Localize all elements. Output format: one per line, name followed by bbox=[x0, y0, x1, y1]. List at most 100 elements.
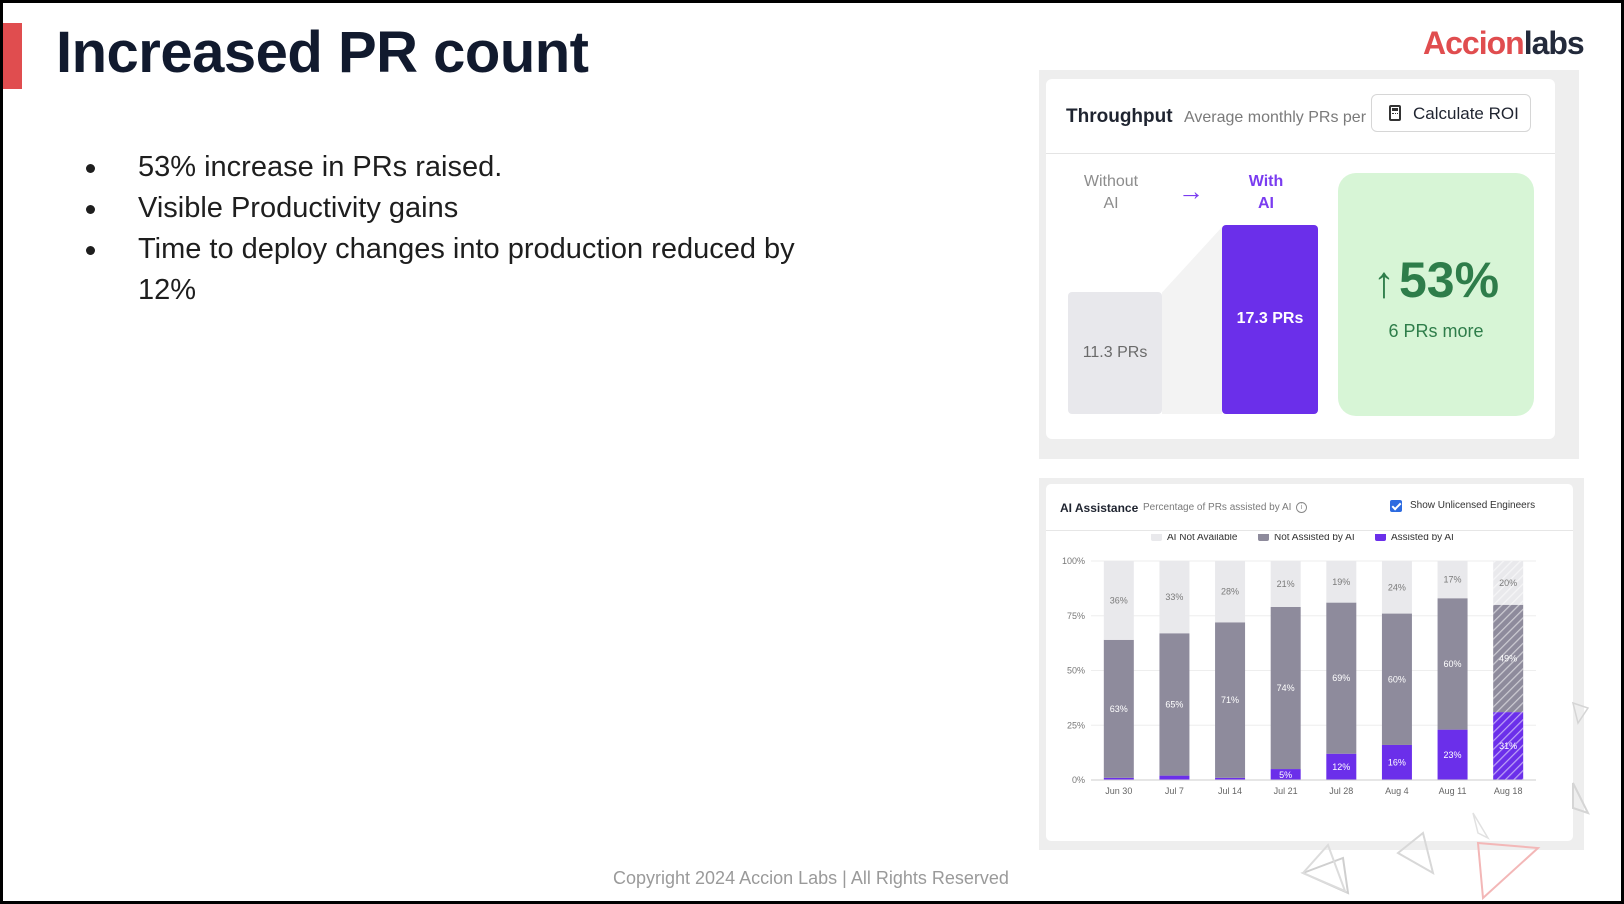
without-ai-label: Without AI bbox=[1083, 173, 1139, 212]
bullet-list: 53% increase in PRs raised. Visible Prod… bbox=[83, 147, 843, 311]
data-label: 19% bbox=[1332, 577, 1350, 587]
bar-segment bbox=[1103, 561, 1134, 640]
data-label: 23% bbox=[1444, 750, 1462, 760]
show-unlicensed-checkbox[interactable] bbox=[1390, 500, 1402, 512]
bullet-item: Time to deploy changes into production r… bbox=[83, 229, 843, 311]
bar-connector bbox=[1162, 227, 1222, 414]
bullet-item: 53% increase in PRs raised. bbox=[83, 147, 843, 188]
bullet-dot-icon bbox=[86, 164, 95, 173]
data-label: 33% bbox=[1165, 592, 1183, 602]
bar-segment bbox=[1437, 561, 1468, 599]
data-label: 28% bbox=[1221, 587, 1239, 597]
bar-segment bbox=[1103, 777, 1134, 780]
bar-segment bbox=[1381, 561, 1412, 614]
decorative-triangles bbox=[1300, 701, 1590, 901]
bar-segment bbox=[1215, 561, 1246, 623]
data-label: 36% bbox=[1110, 595, 1128, 605]
bar-segment bbox=[1270, 561, 1301, 607]
bar-segment bbox=[1215, 622, 1246, 778]
bar-segment bbox=[1326, 561, 1357, 603]
without-ai-bar: 11.3 PRs bbox=[1068, 292, 1162, 414]
divider bbox=[1046, 530, 1573, 531]
x-tick-label: Aug 11 bbox=[1439, 786, 1467, 796]
throughput-card: Throughput Average monthly PRs per Calcu… bbox=[1046, 79, 1555, 439]
ai-assistance-title: AI Assistance bbox=[1060, 501, 1139, 515]
bar-segment bbox=[1103, 639, 1134, 778]
x-tick-label: Jul 7 bbox=[1165, 786, 1184, 796]
y-tick-label: 0% bbox=[1072, 775, 1085, 785]
x-tick-label: Jun 30 bbox=[1105, 786, 1132, 796]
bar-segment bbox=[1270, 606, 1301, 770]
bar-hatch bbox=[1493, 604, 1524, 713]
data-label: 12% bbox=[1332, 762, 1350, 772]
y-tick-label: 25% bbox=[1067, 720, 1085, 730]
bar-segment bbox=[1270, 769, 1301, 780]
gain-percent: ↑53% bbox=[1372, 252, 1500, 308]
gain-subtext: 6 PRs more bbox=[1388, 321, 1484, 341]
arrow-up-icon: ↑ bbox=[1372, 258, 1395, 307]
legend-label: Assisted by AI bbox=[1391, 534, 1454, 543]
y-tick-label: 100% bbox=[1062, 556, 1085, 566]
y-tick-label: 75% bbox=[1067, 611, 1085, 621]
bar-hatch bbox=[1493, 712, 1524, 780]
legend-swatch bbox=[1151, 534, 1162, 541]
bar-segment bbox=[1159, 775, 1190, 780]
data-label: 20% bbox=[1499, 578, 1517, 588]
data-label: 65% bbox=[1165, 699, 1183, 709]
bar-segment bbox=[1159, 561, 1190, 634]
company-logo: Accionlabs bbox=[1423, 25, 1585, 61]
data-label: 60% bbox=[1444, 659, 1462, 669]
x-tick-label: Aug 4 bbox=[1385, 786, 1409, 796]
calculate-roi-button[interactable]: Calculate ROI bbox=[1371, 94, 1531, 132]
slide: Increased PR count Accionlabs 53% increa… bbox=[3, 3, 1621, 901]
x-tick-label: Jul 21 bbox=[1274, 786, 1298, 796]
with-ai-bar: 17.3 PRs bbox=[1222, 225, 1318, 414]
data-label: 17% bbox=[1444, 575, 1462, 585]
data-label: 31% bbox=[1499, 741, 1517, 751]
bar-segment bbox=[1326, 602, 1357, 754]
page-title: Increased PR count bbox=[56, 20, 589, 85]
throughput-subtitle: Average monthly PRs per bbox=[1184, 109, 1367, 126]
throughput-header: Throughput Average monthly PRs per Calcu… bbox=[1046, 79, 1555, 154]
info-icon[interactable]: i bbox=[1296, 502, 1308, 513]
data-label: 69% bbox=[1332, 673, 1350, 683]
data-label: 21% bbox=[1277, 579, 1295, 589]
data-label: 74% bbox=[1277, 683, 1295, 693]
legend-swatch bbox=[1258, 534, 1269, 541]
legend-label: AI Not Available bbox=[1167, 534, 1238, 543]
copyright-text: Copyright 2024 Accion Labs | All Rights … bbox=[613, 868, 1009, 888]
x-tick-label: Jul 14 bbox=[1218, 786, 1242, 796]
data-label: 49% bbox=[1499, 653, 1517, 663]
legend-label: Not Assisted by AI bbox=[1274, 534, 1355, 543]
y-tick-label: 50% bbox=[1067, 666, 1085, 676]
ai-assistance-card: AI Assistance Percentage of PRs assisted… bbox=[1046, 484, 1573, 841]
ai-assistance-subtitle: Percentage of PRs assisted by AI i bbox=[1143, 502, 1308, 513]
ai-assistance-chart: AI Not Available Not Assisted by AI Assist… bbox=[1062, 534, 1536, 796]
data-label: 60% bbox=[1388, 674, 1406, 684]
x-tick-label: Aug 18 bbox=[1494, 786, 1523, 796]
bar-segment bbox=[1326, 753, 1357, 780]
bar-segment bbox=[1381, 744, 1412, 780]
calculator-icon bbox=[1389, 105, 1401, 121]
data-label: 5% bbox=[1279, 770, 1292, 780]
show-unlicensed-label: Show Unlicensed Engineers bbox=[1410, 500, 1536, 511]
bar-segment bbox=[1159, 633, 1190, 776]
data-label: 71% bbox=[1221, 695, 1239, 705]
bar-segment bbox=[1381, 613, 1412, 745]
title-accent-bar bbox=[3, 23, 22, 89]
bar-segment bbox=[1215, 777, 1246, 780]
data-label: 16% bbox=[1388, 757, 1406, 767]
bar-hatch bbox=[1493, 561, 1524, 605]
gain-highlight: ↑53% 6 PRs more bbox=[1338, 173, 1534, 416]
with-ai-label: With AI bbox=[1248, 173, 1284, 212]
bullet-dot-icon bbox=[86, 205, 95, 214]
bullet-item: Visible Productivity gains bbox=[83, 188, 843, 229]
data-label: 24% bbox=[1388, 582, 1406, 592]
legend-swatch bbox=[1375, 534, 1386, 541]
x-tick-label: Jul 28 bbox=[1329, 786, 1353, 796]
bar-segment bbox=[1437, 729, 1468, 780]
data-label: 63% bbox=[1110, 704, 1128, 714]
bar-segment bbox=[1437, 598, 1468, 730]
bullet-dot-icon bbox=[86, 246, 95, 255]
arrow-right-icon: → bbox=[1178, 176, 1204, 206]
